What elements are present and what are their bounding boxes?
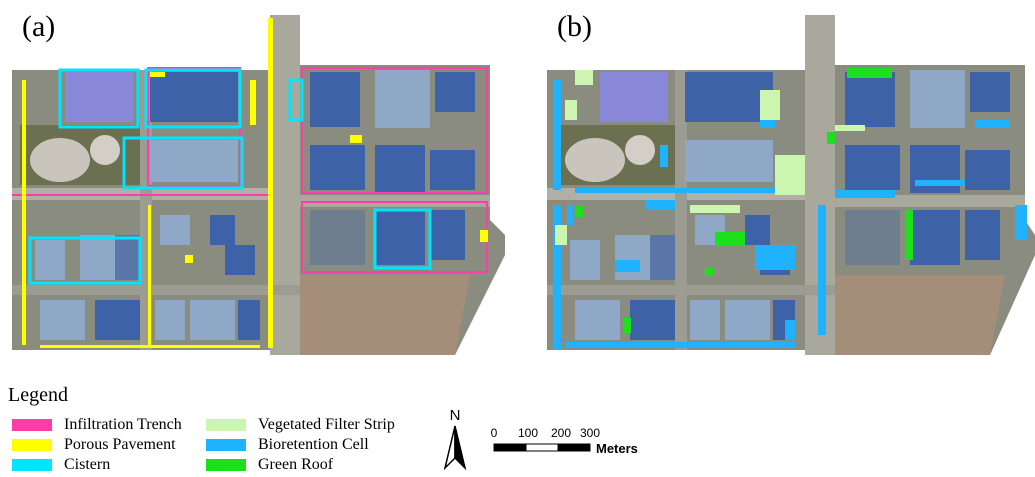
roof — [965, 150, 1010, 190]
legend-item-infiltration-trench: Infiltration Trench — [12, 416, 182, 434]
roof — [615, 235, 650, 280]
roof — [160, 215, 190, 245]
cistern-layer — [28, 68, 432, 285]
legend-swatch — [206, 439, 246, 451]
roof — [965, 210, 1000, 260]
roof — [845, 145, 900, 190]
roof — [630, 300, 675, 340]
plaza-circle — [90, 135, 120, 165]
legend-swatch — [12, 419, 52, 431]
scale-unit: Meters — [596, 441, 638, 456]
scale-segment — [557, 443, 591, 452]
scale-bar: 0 100 200 300 Meters — [490, 426, 660, 463]
legend-label: Cistern — [64, 456, 111, 473]
legend-swatch — [206, 459, 246, 471]
scale-tick-label: 100 — [518, 426, 538, 440]
roof — [65, 72, 133, 122]
roof — [95, 300, 140, 340]
road — [270, 15, 300, 355]
road — [547, 285, 835, 295]
roof — [845, 210, 900, 265]
bare-soil — [835, 275, 1005, 355]
legend-label: Bioretention Cell — [258, 436, 369, 453]
legend-item-cistern: Cistern — [12, 456, 110, 474]
roof — [435, 72, 475, 112]
roof — [970, 72, 1010, 112]
roof — [910, 70, 965, 128]
legend-label: Porous Pavement — [64, 436, 176, 453]
roof — [690, 300, 720, 340]
green-roof-layer — [575, 68, 913, 333]
legend-label: Green Roof — [258, 456, 334, 473]
roof — [310, 210, 365, 265]
scale-tick-label: 200 — [551, 426, 571, 440]
roof — [375, 70, 430, 128]
roof — [845, 72, 895, 127]
roof — [570, 240, 600, 280]
panel-b-label: (b) — [557, 10, 592, 43]
roof — [225, 245, 255, 275]
road — [675, 70, 687, 350]
roof — [575, 300, 620, 340]
roof — [150, 140, 238, 182]
porous-pavement-layer — [22, 18, 488, 348]
scale-tick-label: 0 — [491, 426, 498, 440]
roof — [190, 300, 235, 340]
map-panel-b — [547, 15, 1035, 355]
legend-item-vegetated-filter-strip: Vegetated Filter Strip — [206, 416, 395, 434]
roof — [310, 145, 365, 190]
north-arrow-icon: N — [443, 407, 467, 471]
bare-soil — [300, 275, 470, 355]
roof — [310, 72, 360, 127]
roof — [80, 235, 115, 280]
roof — [430, 150, 475, 190]
legend-item-bioretention-cell: Bioretention Cell — [206, 436, 369, 454]
legend-item-porous-pavement: Porous Pavement — [12, 436, 176, 454]
legend-label: Vegetated Filter Strip — [258, 416, 395, 433]
roof — [600, 72, 668, 122]
north-letter: N — [450, 407, 461, 424]
roof — [910, 210, 960, 265]
legend-swatch — [12, 459, 52, 471]
plaza — [565, 138, 625, 182]
roof — [35, 240, 65, 280]
north-arrow: N — [440, 406, 470, 477]
roof — [150, 72, 238, 122]
legend-swatch — [206, 419, 246, 431]
roof — [685, 72, 773, 122]
legend-swatch — [12, 439, 52, 451]
map-panel-a — [12, 15, 505, 355]
road — [12, 285, 300, 295]
vegetated-filter-strip-layer — [555, 70, 865, 245]
plaza — [30, 138, 90, 182]
scale-segment — [525, 443, 559, 452]
scale-segment — [493, 443, 527, 452]
legend-label: Infiltration Trench — [64, 416, 182, 433]
scale-tick-label: 300 — [580, 426, 600, 440]
roof — [745, 215, 770, 245]
roof — [375, 145, 425, 193]
bioretention-cell-layer — [553, 80, 1027, 350]
roof — [685, 140, 773, 182]
legend-title: Legend — [8, 384, 68, 406]
plaza-circle — [625, 135, 655, 165]
roof — [155, 300, 185, 340]
roof — [430, 210, 465, 260]
roof — [650, 235, 675, 280]
panel-a-label: (a) — [22, 10, 56, 43]
roof — [115, 235, 140, 280]
legend-item-green-roof: Green Roof — [206, 456, 333, 474]
roof — [40, 300, 85, 340]
roof — [238, 300, 260, 340]
roof — [375, 210, 425, 265]
roof — [210, 215, 235, 245]
roof — [725, 300, 770, 340]
